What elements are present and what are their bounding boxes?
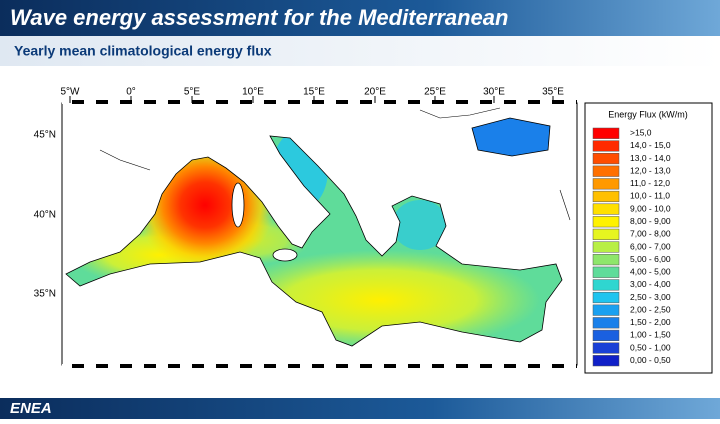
legend-label: 9,00 - 10,0 [630,203,671,213]
legend-swatch [592,190,620,203]
island [272,248,298,262]
island [231,182,245,228]
legend-swatch [592,228,620,240]
legend-swatch [592,254,620,266]
lon-label: 5°W [61,87,81,98]
legend-label: 12,0 - 13,0 [630,165,671,175]
lon-label: 5°E [184,87,201,98]
legend-label: 13,0 - 14,0 [630,153,671,163]
legend-label: 1,50 - 2,00 [630,317,671,327]
frame-ticks [62,100,577,104]
legend-label: 4,00 - 5,00 [630,267,671,277]
lon-label: 35°E [542,87,564,98]
lon-label: 15°E [303,87,325,98]
legend-swatch [592,165,620,177]
map [61,100,578,368]
legend-swatch [592,329,620,341]
legend-label: 0,00 - 0,50 [630,355,671,365]
frame-ticks [62,364,577,368]
lon-label: 20°E [364,87,386,98]
lon-label: 30°E [483,87,505,98]
legend-label: 1,00 - 1,50 [630,330,671,340]
legend-label: 7,00 - 8,00 [630,229,671,239]
legend-label: 5,00 - 6,00 [630,254,671,264]
legend-swatch [592,317,620,329]
title: Wave energy assessment for the Mediterra… [10,5,508,30]
header-band [0,0,720,36]
lat-label: 40°N [34,210,56,221]
legend-swatch [592,153,620,165]
legend-label: 0,50 - 1,00 [630,342,671,352]
lon-label: 10°E [242,87,264,98]
legend-label: 2,00 - 2,50 [630,304,671,314]
legend-label: 10,0 - 11,0 [630,191,670,201]
legend-swatch [592,241,620,253]
lat-label: 45°N [34,130,56,141]
legend-label: 8,00 - 9,00 [630,216,671,226]
subtitle-band [0,36,720,66]
logo: ENEA [10,400,52,417]
legend-swatch [592,279,620,291]
legend-swatch [592,342,620,354]
legend-swatch [592,127,620,139]
legend-label: 14,0 - 15,0 [630,140,671,150]
legend-swatch [592,216,620,228]
footer-band [0,398,720,419]
black-sea [471,117,551,157]
legend-label: >15,0 [630,128,652,138]
legend-swatch [592,304,620,316]
legend-swatch [592,140,620,152]
coastline [65,135,563,347]
legend-label: 11,0 - 12,0 [630,178,670,188]
legend-swatch [592,178,620,190]
legend-label: 3,00 - 4,00 [630,279,671,289]
land-borders [99,107,571,221]
legend-swatch [592,355,620,367]
legend-label: 2,50 - 3,00 [630,292,671,302]
lon-label: 0° [126,87,136,98]
legend-swatch [592,203,620,215]
legend-swatch [592,291,620,304]
lon-label: 25°E [424,87,446,98]
lat-label: 35°N [34,289,56,300]
legend-title: Energy Flux (kW/m) [608,109,688,119]
legend-swatch [592,266,620,278]
legend-label: 6,00 - 7,00 [630,241,671,251]
subtitle: Yearly mean climatological energy flux [14,43,272,59]
